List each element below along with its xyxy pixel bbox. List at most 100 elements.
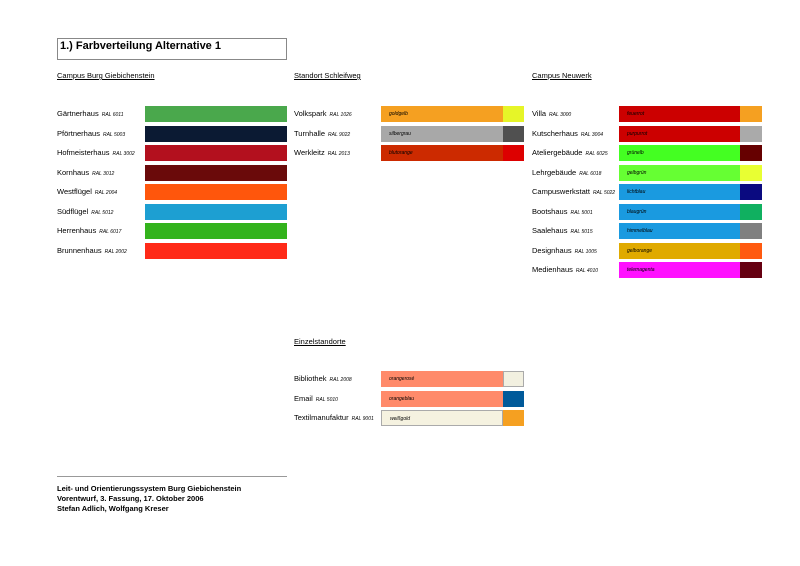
name-text: Westflügel — [57, 187, 92, 196]
name-text: Gärtnerhaus — [57, 109, 99, 118]
building-name: Kutscherhaus RAL 3004 — [532, 126, 603, 143]
accent-swatch — [740, 203, 762, 220]
name-text: Brunnenhaus — [57, 245, 102, 255]
name-text: Saalehaus — [532, 226, 568, 235]
accent-swatch — [740, 242, 762, 259]
color-swatch — [145, 223, 287, 239]
color-swatch — [145, 164, 287, 181]
name-text: Email — [294, 393, 313, 403]
accent-swatch — [503, 145, 524, 161]
color-swatch: telemagenta — [619, 262, 740, 278]
color-swatch: goldgelb — [381, 106, 503, 122]
building-name: Gärtnerhaus RAL 6011 — [57, 106, 123, 123]
building-name: Ateliergebäude RAL 6025 — [532, 145, 608, 162]
building-name: Saalehaus RAL 5015 — [532, 223, 593, 240]
building-name: Email RAL 5010 — [294, 391, 338, 408]
color-swatch: lichtblau — [619, 184, 740, 200]
ral-code: RAL 9001 — [351, 416, 374, 422]
accent-swatch — [503, 371, 524, 387]
building-name: Kornhaus RAL 3012 — [57, 165, 114, 182]
building-name: Campuswerkstatt RAL 5022 — [532, 184, 615, 201]
ral-code: RAL 3000 — [549, 112, 572, 118]
color-swatch: feuerrot — [619, 106, 740, 122]
section-heading: Campus Neuwerk — [532, 71, 592, 80]
building-name: Villa RAL 3000 — [532, 106, 571, 123]
footer-line: Stefan Adlich, Wolfgang Kreser — [57, 504, 169, 513]
section-heading: Campus Burg Giebichenstein — [57, 71, 155, 80]
building-name: Volkspark RAL 1026 — [294, 106, 352, 123]
accent-swatch — [740, 106, 762, 122]
name-text: Südflügel — [57, 206, 89, 216]
name-text: Bibliothek — [294, 374, 327, 383]
color-swatch — [145, 106, 287, 122]
ral-code: RAL 2008 — [329, 377, 352, 383]
name-text: Medienhaus — [532, 265, 573, 274]
color-swatch: blutorange — [381, 145, 503, 161]
name-text: Ateliergebäude — [532, 148, 583, 157]
color-swatch — [145, 145, 287, 161]
color-swatch: gelborange — [619, 242, 740, 259]
building-name: Designhaus RAL 1005 — [532, 243, 597, 260]
section-heading: Einzelstandorte — [294, 337, 346, 346]
building-name: Textilmanufaktur RAL 9001 — [294, 410, 374, 427]
ral-code: RAL 5022 — [592, 190, 616, 196]
accent-swatch — [740, 184, 762, 200]
building-name: Bibliothek RAL 2008 — [294, 371, 352, 388]
ral-code: RAL 1026 — [329, 112, 352, 118]
accent-swatch — [740, 262, 762, 278]
name-text: Turnhalle — [294, 128, 325, 138]
building-name: Medienhaus RAL 4010 — [532, 262, 598, 279]
name-text: Volkspark — [294, 109, 327, 118]
name-text: Herrenhaus — [57, 226, 97, 235]
section-heading: Standort Schleifweg — [294, 71, 361, 80]
ral-code: RAL 6011 — [101, 112, 124, 118]
ral-code: RAL 5012 — [91, 209, 114, 216]
name-text: Campuswerkstatt — [532, 187, 590, 196]
color-swatch: blaugrün — [619, 203, 740, 220]
building-name: Brunnenhaus RAL 2002 — [57, 243, 127, 260]
ral-code: RAL 6018 — [579, 170, 602, 177]
ral-code: RAL 6025 — [585, 151, 608, 157]
color-swatch: orangerosé — [381, 371, 503, 387]
accent-swatch — [740, 145, 762, 161]
color-swatch: grünelb — [619, 145, 740, 161]
building-name: Südflügel RAL 5012 — [57, 204, 113, 221]
name-text: Textilmanufaktur — [294, 413, 349, 422]
ral-code: RAL 2013 — [327, 151, 350, 157]
accent-swatch — [740, 223, 762, 239]
color-swatch — [145, 242, 287, 259]
building-name: Turnhalle RAL 9022 — [294, 126, 350, 143]
building-name: Westflügel RAL 2004 — [57, 184, 117, 201]
color-swatch: silbergrau — [381, 125, 503, 142]
name-text: Hofmeisterhaus — [57, 148, 110, 157]
building-name: Bootshaus RAL 5001 — [532, 204, 593, 221]
building-name: Lehrgebäude RAL 6018 — [532, 165, 601, 182]
accent-swatch — [740, 125, 762, 142]
ral-code: RAL 9022 — [328, 131, 351, 138]
ral-code: RAL 2004 — [94, 190, 118, 196]
building-name: Pförtnerhaus RAL 5003 — [57, 126, 125, 143]
name-text: Kornhaus — [57, 167, 90, 177]
building-name: Herrenhaus RAL 6017 — [57, 223, 121, 240]
ral-code: RAL 4010 — [575, 268, 599, 274]
ral-code: RAL 3002 — [112, 151, 135, 157]
ral-code: RAL 5001 — [570, 209, 593, 216]
name-text: Werkleitz — [294, 148, 325, 157]
accent-swatch — [740, 164, 762, 181]
accent-swatch — [503, 125, 524, 142]
building-name: Hofmeisterhaus RAL 3002 — [57, 145, 135, 162]
name-text: Bootshaus — [532, 206, 568, 216]
color-swatch: gelbgrün — [619, 164, 740, 181]
color-swatch: orangeblau — [381, 390, 503, 407]
color-swatch — [145, 125, 287, 142]
ral-code: RAL 5015 — [570, 229, 593, 235]
color-swatch: purpurrot — [619, 125, 740, 142]
name-text: Lehrgebäude — [532, 167, 577, 177]
ral-code: RAL 6017 — [99, 229, 122, 235]
color-swatch: weißgold — [381, 410, 503, 426]
color-swatch — [145, 184, 287, 200]
ral-code: RAL 5010 — [315, 396, 338, 403]
building-name: Werkleitz RAL 2013 — [294, 145, 350, 162]
color-swatch — [145, 203, 287, 220]
